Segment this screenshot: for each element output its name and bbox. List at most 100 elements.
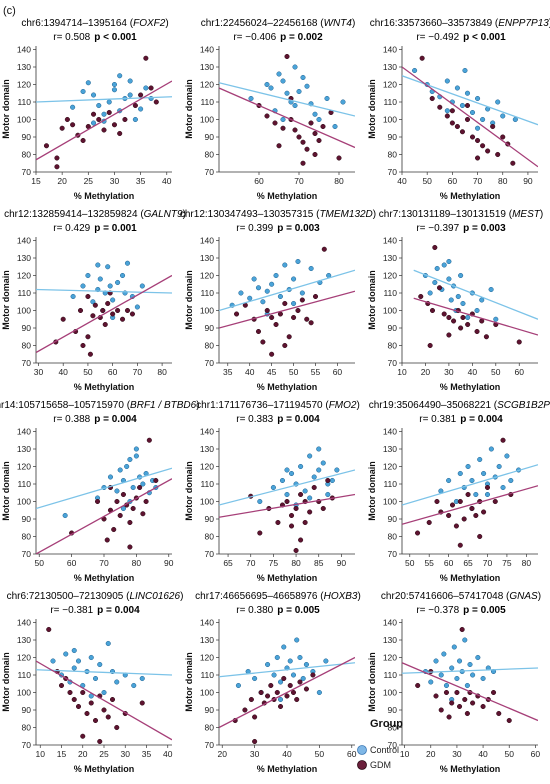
panel-title-gene: WNT4 (324, 18, 353, 29)
control-point (130, 484, 136, 491)
y-tick-label: 110 (17, 97, 31, 107)
control-point (238, 290, 244, 296)
x-tick-label: 15 (57, 749, 67, 759)
gdm-point (465, 491, 471, 498)
gdm-point (456, 703, 463, 710)
gdm-point (100, 307, 106, 314)
y-tick-label: 90 (22, 132, 32, 142)
control-point (294, 637, 300, 643)
x-tick-label: 55 (424, 558, 434, 568)
control-point (134, 304, 140, 310)
y-tick-label: 110 (200, 670, 214, 680)
control-point (284, 90, 290, 96)
y-tick-label: 130 (383, 444, 397, 454)
gdm-point (426, 519, 432, 526)
control-point (340, 99, 346, 105)
y-axis-label: Motor domain (184, 79, 194, 139)
gdm-point (102, 321, 108, 328)
x-axis-label: % Methylation (440, 382, 501, 392)
control-point (320, 460, 326, 466)
control-point (279, 477, 286, 484)
y-tick-label: 80 (205, 150, 215, 160)
control-point (105, 640, 111, 647)
control-point (500, 484, 506, 491)
y-tick-label: 120 (17, 271, 31, 281)
y-tick-label: 70 (205, 358, 215, 368)
x-tick-label: 15 (31, 176, 41, 186)
stats-annotation: r= −0.378 p = 0.005 (416, 605, 506, 616)
panel-title-close: ) (196, 400, 199, 411)
panel-title-region: chr14:105715658–105715970 ( (0, 400, 131, 411)
control-point (462, 67, 468, 74)
x-tick-label: 80 (291, 558, 301, 568)
gdm-point (106, 109, 112, 116)
scatter-panel-6: chr7:130131189–130131519 (MEST) r= −0.397… (367, 209, 543, 392)
panel-title-gene: GNAS (509, 591, 538, 602)
stats-annotation: r= −0.381 p = 0.004 (50, 605, 140, 616)
gdm-fit-line (36, 274, 172, 354)
gdm-point (143, 55, 149, 61)
y-tick-label: 70 (388, 549, 398, 559)
control-point (95, 262, 101, 268)
control-fit-line (402, 667, 538, 674)
control-point (270, 484, 276, 491)
x-tick-label: 75 (502, 558, 512, 568)
gdm-point (109, 696, 116, 703)
x-tick-label: 25 (84, 176, 94, 186)
y-tick-label: 100 (383, 688, 397, 698)
y-tick-label: 90 (388, 132, 398, 142)
control-point (446, 258, 452, 265)
control-point (90, 120, 97, 126)
stats-annotation: r= 0.429 p = 0.001 (53, 223, 137, 234)
y-tick-label: 100 (383, 306, 397, 316)
control-point (325, 491, 331, 498)
x-axis-label: % Methylation (257, 764, 318, 774)
x-tick-label: 20 (218, 749, 228, 759)
x-tick-label: 40 (58, 367, 68, 377)
legend: Group Control GDM (357, 718, 403, 770)
y-tick-label: 100 (200, 306, 214, 316)
control-point (480, 116, 486, 123)
x-tick-label: 40 (468, 367, 478, 377)
x-tick-label: 45 (267, 367, 277, 377)
gdm-point (294, 696, 300, 703)
control-point (50, 658, 56, 664)
panel-title: chr19:35064490–35068221 (SCGB1B2P) (369, 400, 550, 411)
gdm-point (446, 512, 452, 519)
gdm-point (303, 686, 309, 692)
p-value: p = 0.005 (277, 605, 320, 616)
y-tick-label: 130 (17, 444, 31, 454)
x-tick-label: 20 (57, 176, 67, 186)
control-point (96, 102, 102, 109)
panel-title-gene: BRF1 / BTBD6 (130, 400, 197, 411)
control-point (287, 658, 293, 664)
correlation-r: r= 0.429 (53, 223, 90, 234)
p-value: p = 0.004 (460, 414, 503, 425)
control-point (85, 272, 91, 279)
correlation-r: r= −0.381 (50, 605, 93, 616)
control-point (277, 696, 284, 703)
x-tick-label: 35 (223, 367, 233, 377)
y-tick-label: 110 (200, 97, 214, 107)
gdm-point (84, 710, 90, 717)
y-tick-label: 110 (383, 670, 397, 680)
gdm-point (280, 125, 286, 131)
control-point (441, 262, 447, 268)
control-fit-line (402, 464, 538, 506)
gdm-point (127, 519, 133, 526)
gdm-point (139, 700, 145, 706)
x-tick-label: 90 (337, 558, 347, 568)
control-point (111, 87, 118, 93)
x-axis-label: % Methylation (440, 764, 501, 774)
panel-title-region: chr16:33573660–33573849 ( (370, 18, 499, 29)
gdm-point (258, 689, 264, 696)
gdm-point (474, 328, 480, 335)
p-value: p = 0.004 (97, 605, 140, 616)
gdm-point (429, 95, 435, 102)
gdm-point (446, 714, 452, 720)
gdm-point (277, 703, 284, 710)
control-point (269, 281, 275, 287)
scatter-panel-12: chr20:57416606–57417048 (GNAS) r= −0.378 p… (367, 591, 541, 774)
gdm-point (130, 505, 136, 512)
control-point (465, 314, 471, 321)
